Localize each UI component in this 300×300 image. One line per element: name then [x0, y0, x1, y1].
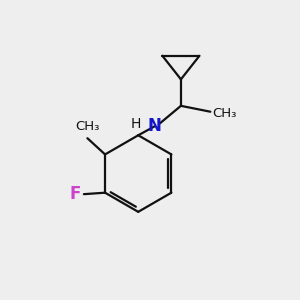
Text: F: F	[70, 185, 81, 203]
Text: CH₃: CH₃	[212, 107, 236, 120]
Text: H: H	[131, 117, 141, 131]
Text: CH₃: CH₃	[75, 120, 100, 133]
Text: N: N	[148, 117, 161, 135]
